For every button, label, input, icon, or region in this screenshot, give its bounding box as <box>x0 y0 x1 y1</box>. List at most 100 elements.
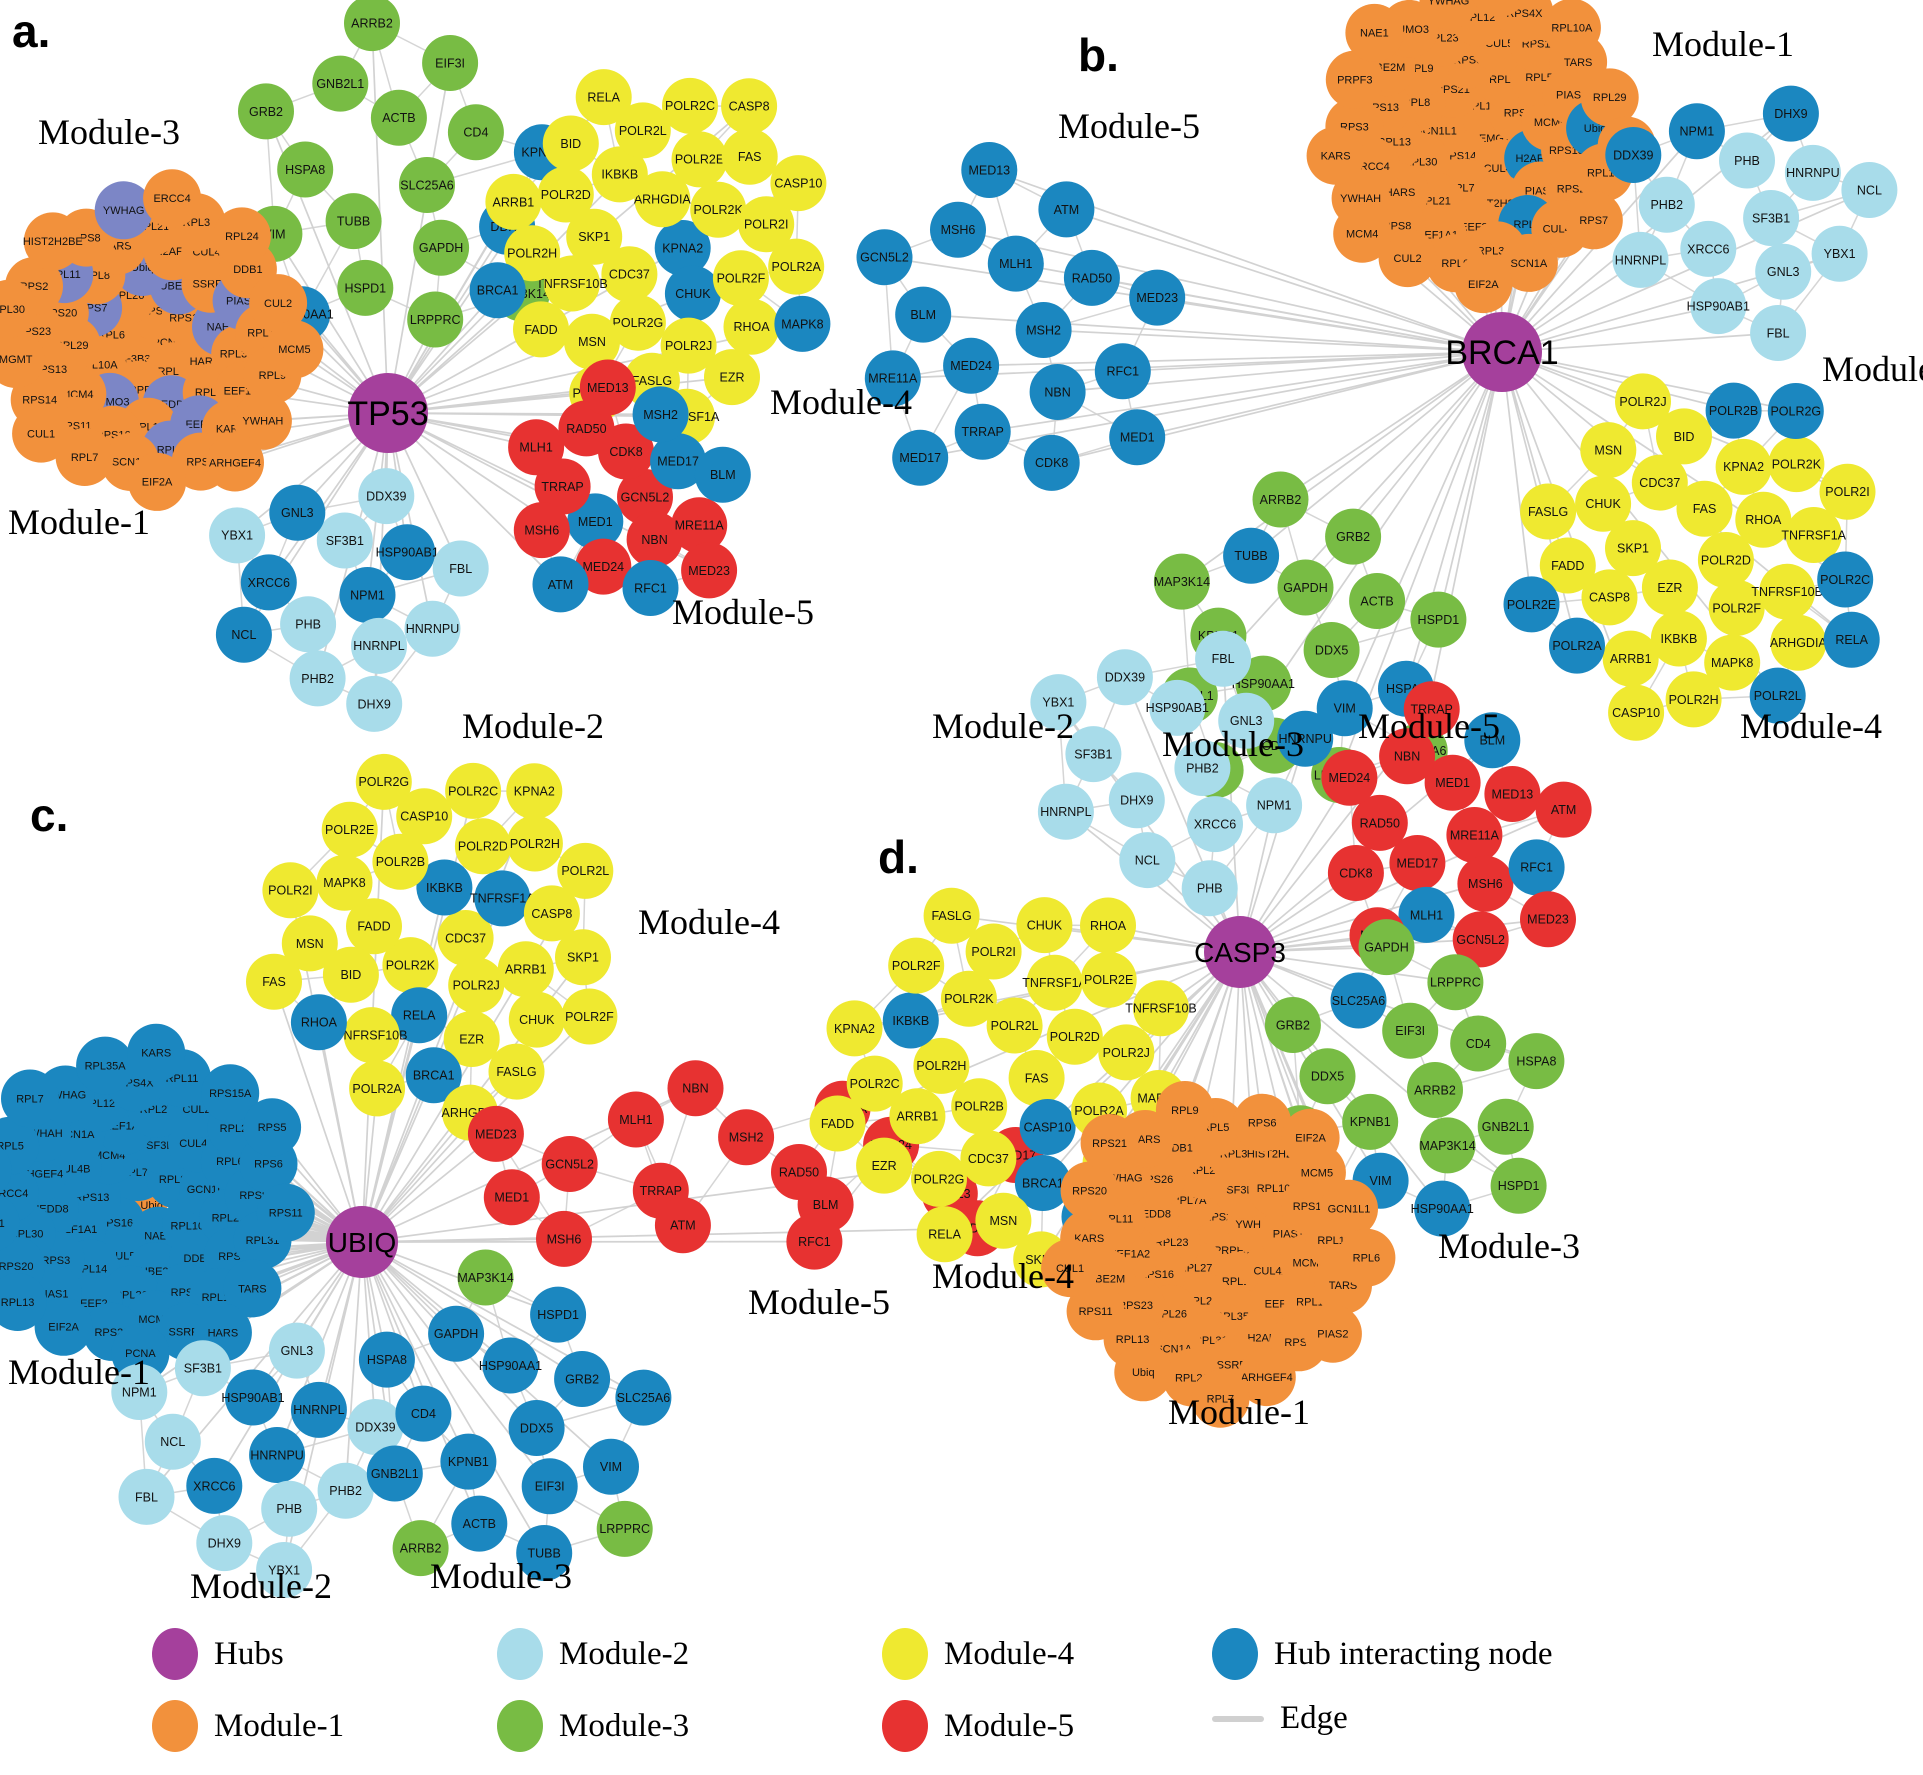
node-RPL7[interactable]: RPL7 <box>55 428 114 486</box>
node-VIM[interactable]: VIM <box>583 1438 639 1495</box>
node-MED1[interactable]: MED1 <box>1424 754 1481 811</box>
node-DDX39[interactable]: DDX39 <box>358 468 415 525</box>
node-POLR2D[interactable]: POLR2D <box>537 166 594 223</box>
node-EIF2A[interactable]: EIF2A <box>128 452 187 511</box>
node-CASP10[interactable]: CASP10 <box>770 155 827 212</box>
node-NCL[interactable]: NCL <box>215 606 272 663</box>
node-DDX5[interactable]: DDX5 <box>1299 1048 1356 1105</box>
node-EZR[interactable]: EZR <box>443 1011 500 1067</box>
node-HSPA8[interactable]: HSPA8 <box>1508 1033 1565 1090</box>
node-GRB2[interactable]: GRB2 <box>238 83 294 140</box>
node-ARRB2[interactable]: ARRB2 <box>344 0 400 52</box>
node-POLR2H[interactable]: POLR2H <box>913 1037 970 1094</box>
node-GRB2[interactable]: GRB2 <box>1264 997 1321 1053</box>
node-PHB2[interactable]: PHB2 <box>289 650 346 707</box>
node-XRCC6[interactable]: XRCC6 <box>186 1457 243 1514</box>
node-TUBB[interactable]: TUBB <box>325 193 382 250</box>
node-POLR2C[interactable]: POLR2C <box>846 1055 903 1112</box>
node-POLR2K[interactable]: POLR2K <box>382 937 439 994</box>
node-IKBKB[interactable]: IKBKB <box>882 992 939 1049</box>
node-POLR2E[interactable]: POLR2E <box>671 131 728 188</box>
node-MSH6[interactable]: MSH6 <box>930 201 986 258</box>
node-CUL2[interactable]: CUL2 <box>249 274 308 333</box>
node-KPNA2[interactable]: KPNA2 <box>654 220 711 276</box>
node-MLH1[interactable]: MLH1 <box>508 419 565 476</box>
node-MED13[interactable]: MED13 <box>579 359 636 416</box>
node-KARS[interactable]: KARS <box>127 1023 186 1082</box>
node-MED23[interactable]: MED23 <box>1129 269 1186 326</box>
node-KPNA2[interactable]: KPNA2 <box>826 1000 883 1057</box>
node-FBL[interactable]: FBL <box>1195 630 1252 687</box>
node-SKP1[interactable]: SKP1 <box>1605 520 1661 577</box>
node-IKBKB[interactable]: IKBKB <box>1650 610 1707 667</box>
node-GAPDH[interactable]: GAPDH <box>413 219 470 276</box>
node-MLH1[interactable]: MLH1 <box>987 235 1044 292</box>
node-SF3B1[interactable]: SF3B1 <box>174 1340 231 1397</box>
node-POLR2K[interactable]: POLR2K <box>1768 436 1825 493</box>
node-TRRAP[interactable]: TRRAP <box>954 403 1011 460</box>
node-NPM1[interactable]: NPM1 <box>1668 103 1725 160</box>
node-NCL[interactable]: NCL <box>1841 162 1898 218</box>
node-FAS[interactable]: FAS <box>1676 480 1733 537</box>
node-RELA[interactable]: RELA <box>1823 611 1880 668</box>
node-RELA[interactable]: RELA <box>391 987 448 1044</box>
node-MRE11A[interactable]: MRE11A <box>1446 807 1503 863</box>
node-HSPD1[interactable]: HSPD1 <box>530 1286 587 1343</box>
node-POLR2C[interactable]: POLR2C <box>662 77 718 134</box>
node-IKBKB[interactable]: IKBKB <box>416 859 473 916</box>
node-CASP10[interactable]: CASP10 <box>1608 684 1665 741</box>
node-MSH6[interactable]: MSH6 <box>513 502 570 559</box>
node-NBN[interactable]: NBN <box>1379 728 1436 785</box>
node-POLR2L[interactable]: POLR2L <box>614 102 671 159</box>
node-MRE11A[interactable]: MRE11A <box>864 350 921 407</box>
node-HSP90AB1[interactable]: HSP90AB1 <box>376 524 439 581</box>
node-DDX5[interactable]: DDX5 <box>508 1400 565 1456</box>
node-SLC25A6[interactable]: SLC25A6 <box>399 157 455 213</box>
node-RHOA[interactable]: RHOA <box>290 994 347 1051</box>
node-GRB2[interactable]: GRB2 <box>1325 508 1382 565</box>
node-GAPDH[interactable]: GAPDH <box>1277 559 1334 616</box>
node-FAS[interactable]: FAS <box>721 128 778 185</box>
node-BRCA1[interactable]: BRCA1 <box>469 262 526 319</box>
node-MAPK8[interactable]: MAPK8 <box>316 854 373 911</box>
node-CHUK[interactable]: CHUK <box>664 265 721 322</box>
node-POLR2F[interactable]: POLR2F <box>888 937 945 994</box>
node-CD4[interactable]: CD4 <box>447 104 504 161</box>
node-HNRNPU[interactable]: HNRNPU <box>404 600 461 657</box>
node-RPS5[interactable]: RPS5 <box>243 1098 302 1157</box>
node-PHB2[interactable]: PHB2 <box>1638 176 1695 233</box>
node-MSN[interactable]: MSN <box>281 915 338 972</box>
node-POLR2L[interactable]: POLR2L <box>986 997 1043 1054</box>
node-RPL10A[interactable]: RPL10A <box>1542 0 1601 57</box>
node-HSP90AA1[interactable]: HSP90AA1 <box>479 1337 542 1394</box>
node-HNRNPL[interactable]: HNRNPL <box>290 1381 347 1438</box>
node-PHB2[interactable]: PHB2 <box>1174 740 1231 796</box>
node-BLM[interactable]: BLM <box>694 446 751 503</box>
node-ARRB1[interactable]: ARRB1 <box>497 941 554 998</box>
node-MLH1[interactable]: MLH1 <box>607 1091 664 1148</box>
node-POLR2D[interactable]: POLR2D <box>1697 532 1754 588</box>
node-FADD[interactable]: FADD <box>1539 537 1596 594</box>
node-NAE1[interactable]: NAE1 <box>1345 3 1404 62</box>
node-FBL[interactable]: FBL <box>1750 305 1807 361</box>
node-HSP90AB1[interactable]: HSP90AB1 <box>1146 679 1209 736</box>
node-POLR2F[interactable]: POLR2F <box>1708 579 1765 636</box>
node-RELA[interactable]: RELA <box>916 1206 973 1263</box>
node-EIF3I[interactable]: EIF3I <box>521 1458 578 1515</box>
node-CD4[interactable]: CD4 <box>395 1385 452 1442</box>
node-YBX1[interactable]: YBX1 <box>256 1542 313 1598</box>
node-YWHAG[interactable]: YWHAG <box>94 181 153 240</box>
node-PRPF3[interactable]: PRPF3 <box>1325 50 1384 109</box>
node-HIST2H2BE[interactable]: HIST2H2BE <box>23 212 83 271</box>
node-HSPD1[interactable]: HSPD1 <box>337 259 394 316</box>
node-EZR[interactable]: EZR <box>1641 559 1698 616</box>
node-ERCC4[interactable]: ERCC4 <box>143 169 202 228</box>
node-NCL[interactable]: NCL <box>1119 832 1176 889</box>
node-TNFRSF1A[interactable]: TNFRSF1A <box>1022 954 1088 1011</box>
node-SCN1A[interactable]: SCN1A <box>1499 233 1558 292</box>
node-MSH2[interactable]: MSH2 <box>632 386 689 443</box>
node-MAPK8[interactable]: MAPK8 <box>1704 634 1761 691</box>
node-TUBB[interactable]: TUBB <box>1223 527 1280 584</box>
node-ARRB1[interactable]: ARRB1 <box>1602 630 1659 687</box>
node-POLR2C[interactable]: POLR2C <box>445 762 502 819</box>
